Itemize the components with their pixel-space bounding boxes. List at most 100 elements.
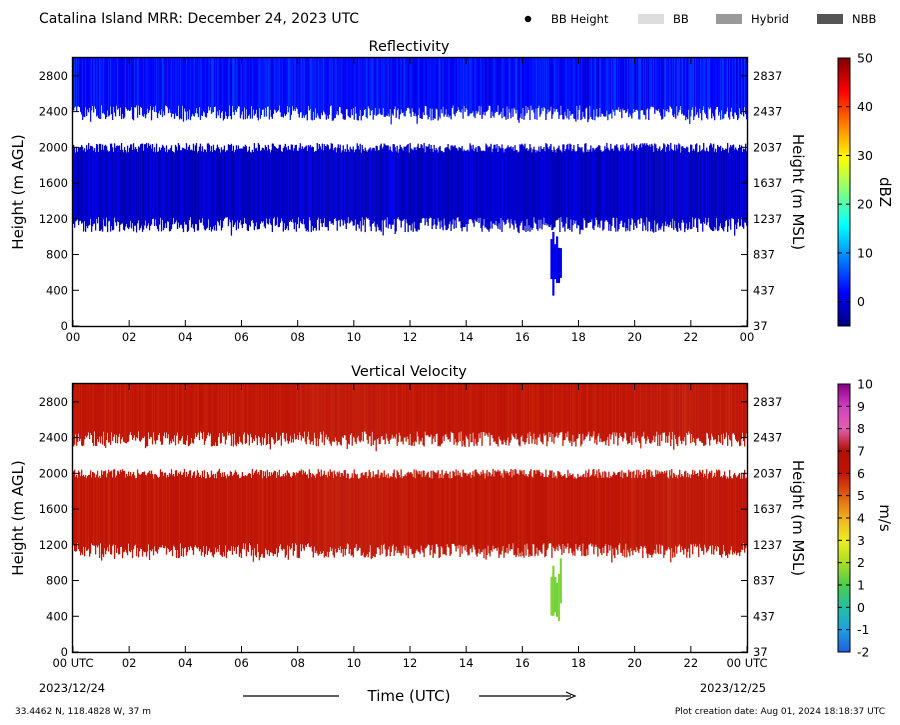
main-echo-layer-column <box>293 148 295 230</box>
main-echo-layer-column <box>411 473 413 555</box>
x-tick-label: 00 <box>66 330 81 344</box>
main-echo-layer-column <box>708 473 710 550</box>
main-echo-layer-column <box>76 474 78 552</box>
upper-echo-layer-column <box>738 384 740 441</box>
upper-echo-layer-column <box>518 58 520 123</box>
upper-echo-layer-column <box>680 384 682 441</box>
main-echo-layer-column <box>393 469 395 556</box>
main-echo-layer-column <box>467 149 469 225</box>
upper-echo-layer-column <box>248 58 251 115</box>
upper-echo-layer-column <box>400 58 402 110</box>
main-echo-layer-column <box>746 477 747 546</box>
upper-echo-layer-column <box>391 58 393 114</box>
main-echo-layer-column <box>317 149 319 218</box>
upper-echo-layer-column <box>100 58 103 106</box>
upper-echo-layer-column <box>697 384 699 439</box>
main-echo-layer-column <box>578 147 580 226</box>
main-echo-layer-column <box>402 150 404 221</box>
upper-echo-layer-column <box>630 58 632 116</box>
main-echo-layer-column <box>125 152 128 225</box>
upper-echo-layer-column <box>737 384 739 443</box>
upper-echo-layer-column <box>149 384 152 437</box>
upper-echo-layer-column <box>341 384 343 437</box>
main-echo-layer-column <box>599 145 601 228</box>
main-echo-layer-column <box>558 471 560 545</box>
main-echo-layer-column <box>500 148 502 219</box>
upper-echo-layer-column <box>662 384 664 433</box>
upper-echo-layer-column <box>542 384 544 445</box>
main-echo-layer-column <box>733 474 735 553</box>
upper-echo-layer-column <box>500 384 502 441</box>
upper-echo-layer-column <box>338 384 340 442</box>
upper-echo-layer-column <box>249 384 252 434</box>
upper-echo-layer-column <box>572 384 574 435</box>
main-echo-layer-column <box>576 150 578 229</box>
main-echo-layer-column <box>103 145 106 227</box>
upper-echo-layer-column <box>634 384 636 432</box>
main-echo-layer-column <box>580 475 582 552</box>
main-echo-layer-column <box>444 473 446 555</box>
main-echo-layer-column <box>218 468 221 545</box>
upper-echo-layer-column <box>474 58 476 119</box>
main-echo-layer-column <box>479 475 481 555</box>
upper-echo-layer-column <box>341 58 343 115</box>
main-echo-layer-column <box>381 473 383 554</box>
upper-echo-layer-column <box>200 384 203 434</box>
main-echo-layer-column <box>237 474 240 546</box>
main-echo-layer-column <box>687 147 689 230</box>
upper-echo-layer-column <box>702 58 704 111</box>
main-echo-layer-column <box>648 146 650 222</box>
colorbar-tick-label: 3 <box>857 533 865 548</box>
upper-echo-layer-column <box>586 384 588 437</box>
main-echo-layer-column <box>701 150 703 224</box>
main-echo-layer-column <box>299 143 301 222</box>
upper-echo-layer-column <box>312 58 314 112</box>
main-echo-layer-column <box>437 470 439 547</box>
upper-echo-layer-column <box>184 384 187 445</box>
main-echo-layer-column <box>332 477 334 556</box>
upper-echo-layer-column <box>615 384 617 437</box>
upper-echo-layer-column <box>718 384 720 436</box>
main-echo-layer-column <box>258 144 261 229</box>
main-echo-layer-column <box>428 477 430 545</box>
main-echo-layer-column <box>335 476 337 553</box>
upper-echo-layer-column <box>620 384 622 436</box>
upper-echo-layer-column <box>241 384 244 445</box>
upper-echo-layer-column <box>584 384 586 440</box>
upper-echo-layer-column <box>473 384 475 447</box>
upper-echo-layer-column <box>175 384 178 436</box>
main-echo-layer-column <box>544 476 546 558</box>
main-echo-layer-column <box>535 152 537 224</box>
main-echo-layer-column <box>115 145 118 226</box>
main-echo-layer-column <box>160 147 163 232</box>
main-echo-layer-column <box>694 150 696 220</box>
main-echo-layer-column <box>581 147 583 230</box>
main-echo-layer-column <box>371 148 373 224</box>
main-echo-layer-column <box>462 469 464 547</box>
main-echo-layer-column <box>296 150 298 225</box>
upper-echo-layer-column <box>201 58 204 117</box>
upper-echo-layer-column <box>313 58 315 120</box>
upper-echo-layer-column <box>310 384 312 442</box>
upper-echo-layer-column <box>160 384 163 445</box>
main-echo-layer-column <box>207 143 210 220</box>
main-echo-layer-column <box>311 473 313 552</box>
main-echo-layer-column <box>406 473 408 546</box>
upper-echo-layer-column <box>356 384 358 438</box>
upper-echo-layer-column <box>280 58 282 117</box>
main-echo-layer-column <box>536 150 538 229</box>
upper-echo-layer-column <box>435 384 437 434</box>
main-echo-layer-column <box>590 475 592 544</box>
upper-echo-layer-column <box>111 384 114 441</box>
main-echo-layer-column <box>415 469 417 551</box>
y-tick-label-right: 837 <box>753 248 775 262</box>
upper-echo-layer-column <box>644 384 646 439</box>
main-echo-layer-column <box>533 470 535 545</box>
upper-echo-layer-column <box>221 58 224 111</box>
upper-echo-layer-column <box>360 384 362 441</box>
upper-echo-layer-column <box>291 384 293 439</box>
main-echo-layer-column <box>551 150 553 231</box>
main-echo-layer-column <box>391 477 393 547</box>
main-echo-layer-column <box>594 150 596 226</box>
